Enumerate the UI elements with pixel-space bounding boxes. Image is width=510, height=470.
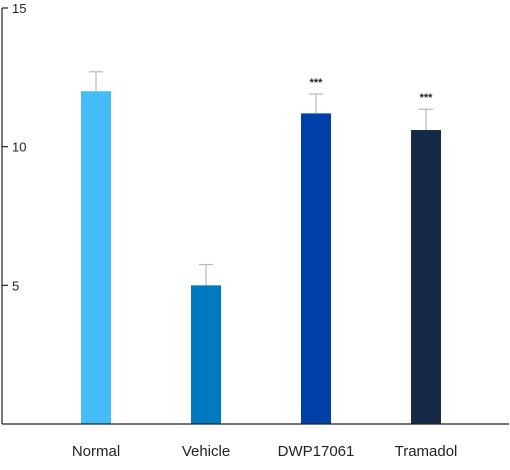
bar-tramadol [411, 130, 441, 424]
bar-dwp17061 [301, 113, 331, 425]
error-bars [89, 71, 433, 286]
y-axis-ticks: 5 10 15 [2, 1, 26, 293]
significance-label: *** [420, 92, 434, 104]
category-label: Tramadol [395, 443, 458, 460]
category-label: DWP17061 [278, 443, 355, 460]
bars [81, 91, 441, 425]
significance-label: *** [310, 77, 324, 89]
category-labels: Normal Vehicle DWP17061 Tramadol [72, 443, 458, 460]
significance-labels: *** *** [310, 77, 434, 104]
y-tick-label: 15 [12, 1, 26, 16]
category-label: Normal [72, 443, 120, 460]
bar-normal [81, 91, 111, 424]
category-label: Vehicle [182, 443, 230, 460]
y-tick-label: 10 [12, 140, 26, 155]
y-tick-label: 5 [12, 278, 19, 293]
bar-vehicle [191, 285, 221, 424]
